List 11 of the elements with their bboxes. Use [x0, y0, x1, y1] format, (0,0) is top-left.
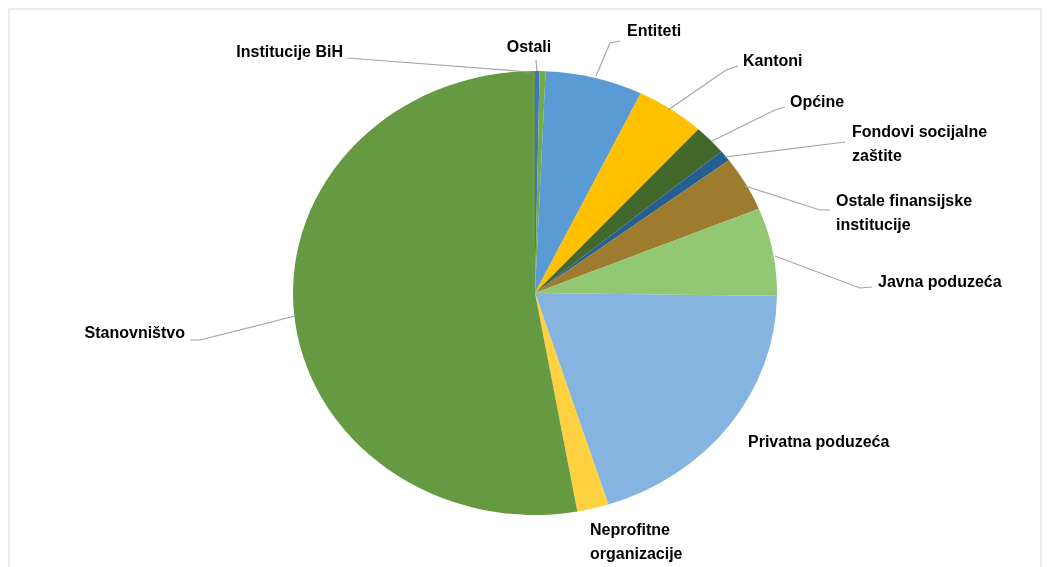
slice-label: Ostale finansijske institucije: [836, 192, 973, 233]
slice-label: Stanovništvo: [84, 324, 186, 341]
slice-label: Fondovi socijalne zaštite: [852, 123, 988, 164]
slice-label: Javna poduzeća: [878, 273, 1002, 290]
slice-label: Općine: [790, 93, 845, 110]
slice-label: Institucije BiH: [236, 43, 343, 60]
slice-label: Ostali: [506, 38, 552, 55]
slice-label: Kantoni: [743, 52, 803, 69]
slice-label: Neprofitne organizacije: [590, 521, 683, 562]
slice-label: Entiteti: [627, 22, 682, 39]
slice-label: Privatna poduzeća: [748, 433, 890, 450]
